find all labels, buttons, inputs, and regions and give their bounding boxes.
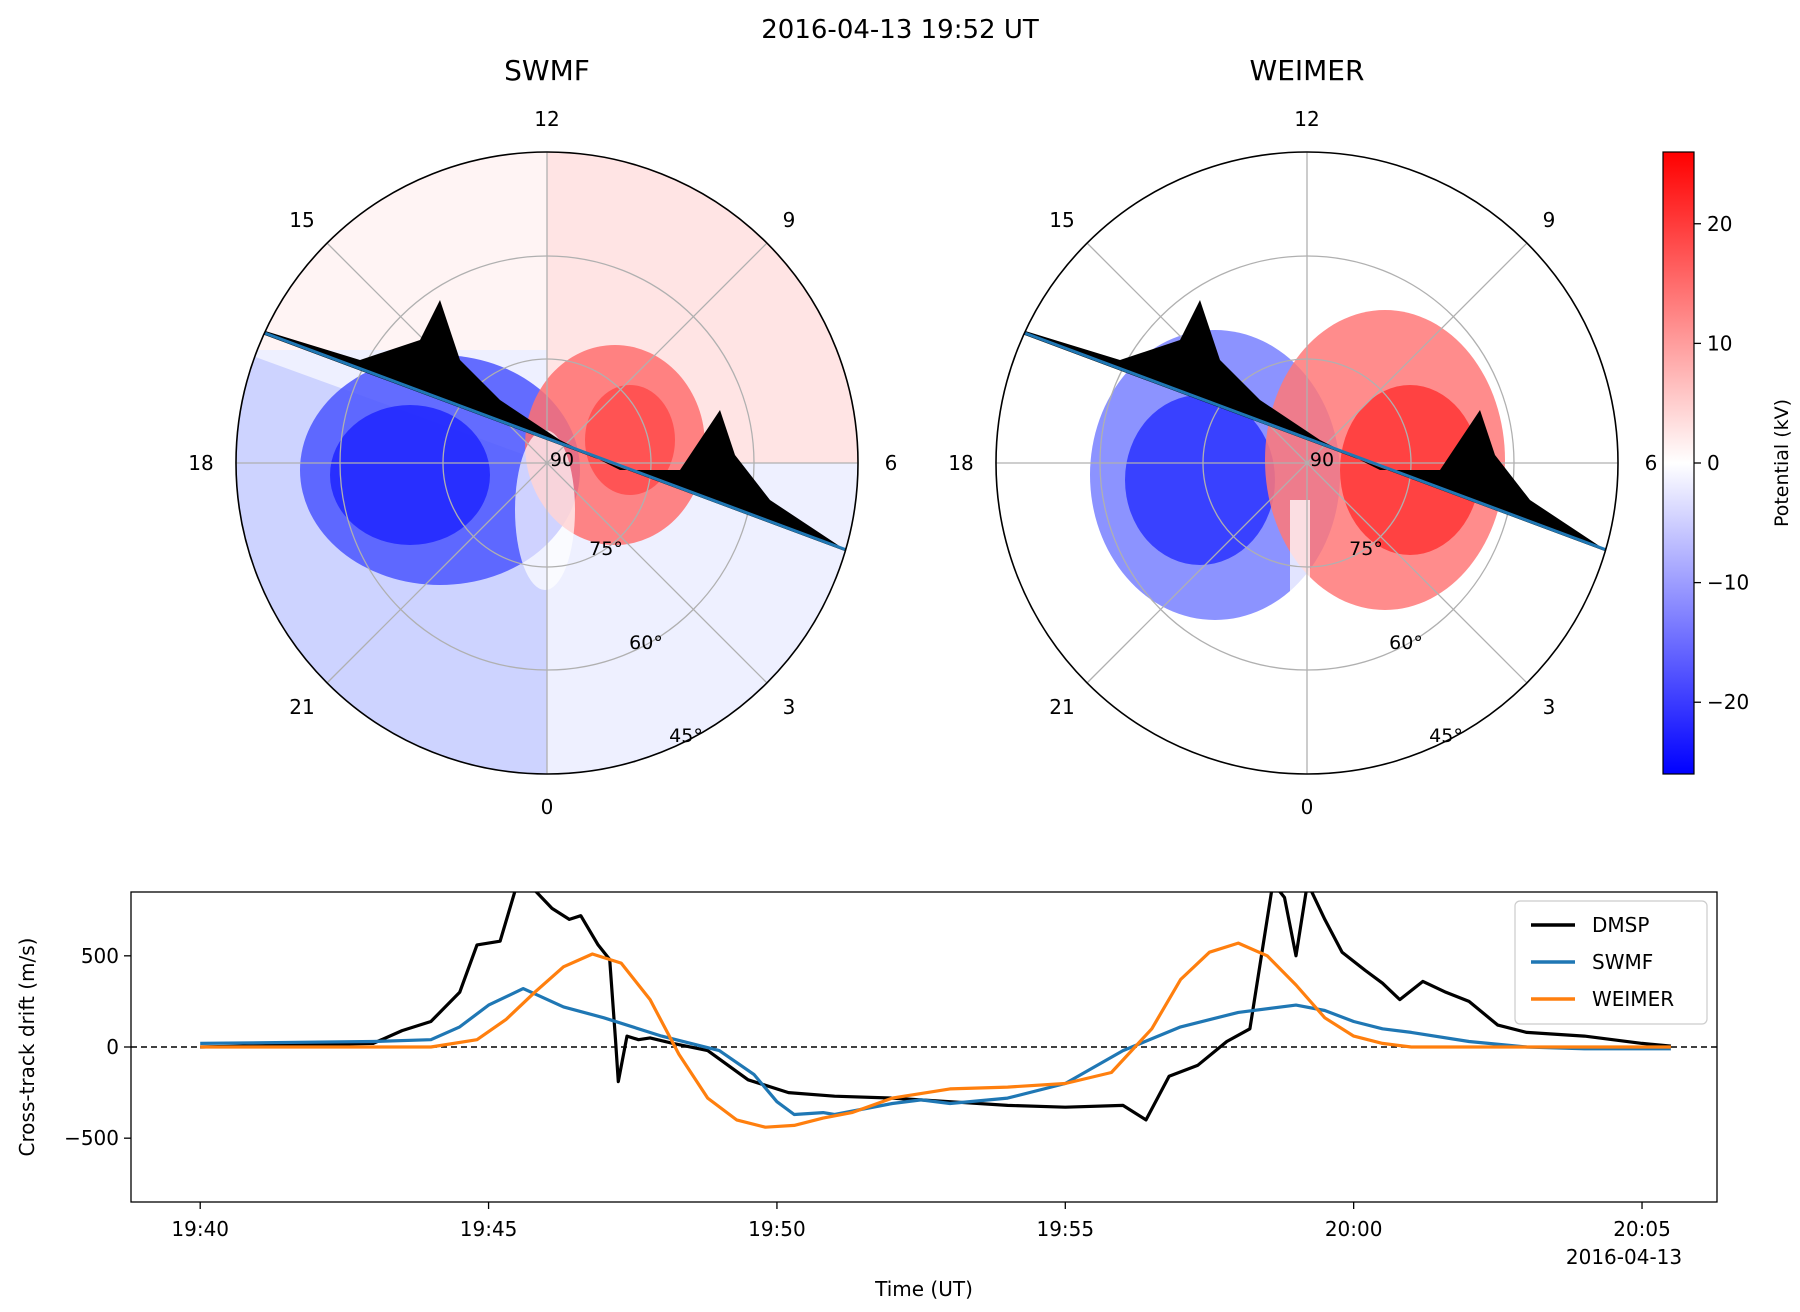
colorbar-tick-label: 10 (1707, 331, 1732, 355)
colorbar-gradient (1662, 151, 1695, 775)
swmf-mlt-0: 0 (541, 795, 554, 819)
figure-title: 2016-04-13 19:52 UT (761, 15, 1039, 45)
swmf-title: SWMF (504, 54, 590, 87)
swmf-lat-90: 90 (550, 449, 574, 471)
line-ylabel: Cross-track drift (m/s) (15, 938, 39, 1157)
swmf-lat-45: 45° (669, 725, 703, 747)
series-line-weimer (200, 941, 1671, 1129)
colorbar-tick-label: 20 (1707, 212, 1732, 236)
swmf-outer-ring (235, 151, 859, 775)
weimer-polar-plot: WEIMER 12 9 6 3 0 21 18 15 75° (948, 54, 1657, 819)
y-tick-label: −500 (64, 1126, 119, 1150)
swmf-dmsp-overlay (261, 300, 853, 554)
line-legend: DMSP SWMF WEIMER (1514, 900, 1708, 1025)
swmf-mlt-3: 3 (783, 695, 796, 719)
weimer-outer-ring (995, 151, 1619, 775)
x-tick-label: 19:55 (1036, 1217, 1094, 1241)
colorbar-tick-label: −10 (1707, 571, 1749, 595)
swmf-mlt-12: 12 (534, 107, 559, 131)
weimer-mlt-12: 12 (1294, 107, 1319, 131)
line-x-offset-label: 2016-04-13 (1566, 1245, 1682, 1269)
weimer-mlt-15: 15 (1049, 208, 1074, 232)
weimer-lat-60: 60° (1389, 632, 1423, 654)
colorbar-tick-label: 0 (1707, 451, 1720, 475)
colorbar-label: Potential (kV) (1771, 399, 1793, 527)
y-tick-label: 0 (106, 1035, 119, 1059)
colorbar: 20 10 0 −10 −20 Potential (kV) (1662, 151, 1793, 775)
x-tick-label: 19:50 (748, 1217, 806, 1241)
swmf-mlt-21: 21 (289, 695, 314, 719)
weimer-lat-90: 90 (1310, 449, 1334, 471)
weimer-mlt-0: 0 (1301, 795, 1314, 819)
weimer-mlt-21: 21 (1049, 695, 1074, 719)
x-tick-label: 19:45 (460, 1217, 518, 1241)
swmf-mlt-9: 9 (783, 208, 796, 232)
swmf-lat-60: 60° (629, 632, 663, 654)
weimer-lat-75: 75° (1349, 538, 1383, 560)
weimer-grid (996, 152, 1618, 774)
weimer-dmsp-overlay (1021, 300, 1613, 554)
weimer-mlt-6: 6 (1645, 451, 1658, 475)
x-tick-label: 20:05 (1613, 1217, 1671, 1241)
weimer-mlt-3: 3 (1543, 695, 1556, 719)
weimer-lat-45: 45° (1429, 725, 1463, 747)
x-tick-label: 19:40 (171, 1217, 229, 1241)
series-line-swmf (200, 987, 1671, 1117)
swmf-mlt-18: 18 (188, 451, 213, 475)
x-tick-label: 20:00 (1325, 1217, 1383, 1241)
swmf-mlt-6: 6 (885, 451, 898, 475)
weimer-mlt-9: 9 (1543, 208, 1556, 232)
swmf-mlt-15: 15 (289, 208, 314, 232)
weimer-title: WEIMER (1250, 54, 1365, 87)
weimer-mlt-18: 18 (948, 451, 973, 475)
legend-box (1514, 900, 1708, 1025)
drift-line-chart: 19:40 19:45 19:50 19:55 20:00 20:05 500 0 −500 T… (15, 891, 1718, 1301)
line-xlabel: Time (UT) (874, 1277, 973, 1301)
legend-label-weimer: WEIMER (1592, 987, 1674, 1011)
y-tick-label: 500 (81, 944, 119, 968)
swmf-grid (236, 152, 858, 774)
series-line-dmsp (200, 892, 1672, 1122)
colorbar-tick-label: −20 (1707, 690, 1749, 714)
legend-label-swmf: SWMF (1592, 950, 1653, 974)
swmf-lat-75: 75° (589, 538, 623, 560)
legend-label-dmsp: DMSP (1592, 913, 1649, 937)
swmf-polar-plot: SWMF 12 9 6 3 0 (188, 54, 897, 819)
